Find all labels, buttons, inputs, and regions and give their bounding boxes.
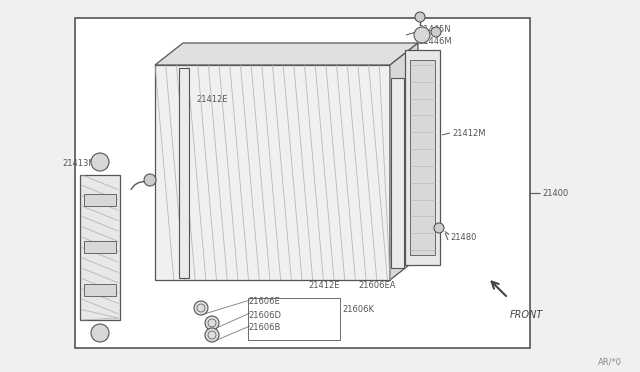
Text: 21446M: 21446M xyxy=(418,38,452,46)
Circle shape xyxy=(194,301,208,315)
Polygon shape xyxy=(155,43,418,65)
Circle shape xyxy=(205,328,219,342)
Text: 21413M: 21413M xyxy=(62,160,95,169)
Bar xyxy=(179,68,189,278)
Text: 21606D: 21606D xyxy=(248,311,281,320)
Circle shape xyxy=(415,12,425,22)
Text: 21412E: 21412E xyxy=(308,280,339,289)
Bar xyxy=(405,50,440,265)
Text: FRONT: FRONT xyxy=(510,310,543,320)
Text: 21412M: 21412M xyxy=(452,128,486,138)
Bar xyxy=(155,65,390,280)
Bar xyxy=(410,60,435,255)
Circle shape xyxy=(431,27,441,37)
Text: 21400: 21400 xyxy=(542,189,568,198)
Circle shape xyxy=(144,174,156,186)
Text: AR/*0: AR/*0 xyxy=(598,357,622,366)
Circle shape xyxy=(414,27,430,43)
Text: 21606B: 21606B xyxy=(248,324,280,333)
Circle shape xyxy=(91,324,109,342)
Circle shape xyxy=(205,316,219,330)
Text: 21606EA: 21606EA xyxy=(358,280,396,289)
Bar xyxy=(248,298,340,340)
Bar xyxy=(84,241,116,253)
Text: 21606E: 21606E xyxy=(248,298,280,307)
Circle shape xyxy=(91,153,109,171)
Bar xyxy=(75,18,530,348)
Text: 21412E: 21412E xyxy=(196,94,227,103)
Text: 21606K: 21606K xyxy=(342,305,374,314)
Bar xyxy=(80,175,120,320)
Bar xyxy=(84,194,116,206)
Text: 21480: 21480 xyxy=(450,234,476,243)
Circle shape xyxy=(434,223,444,233)
Polygon shape xyxy=(390,43,418,280)
Bar xyxy=(391,78,404,268)
Text: 21445N: 21445N xyxy=(418,26,451,35)
Bar xyxy=(84,284,116,296)
